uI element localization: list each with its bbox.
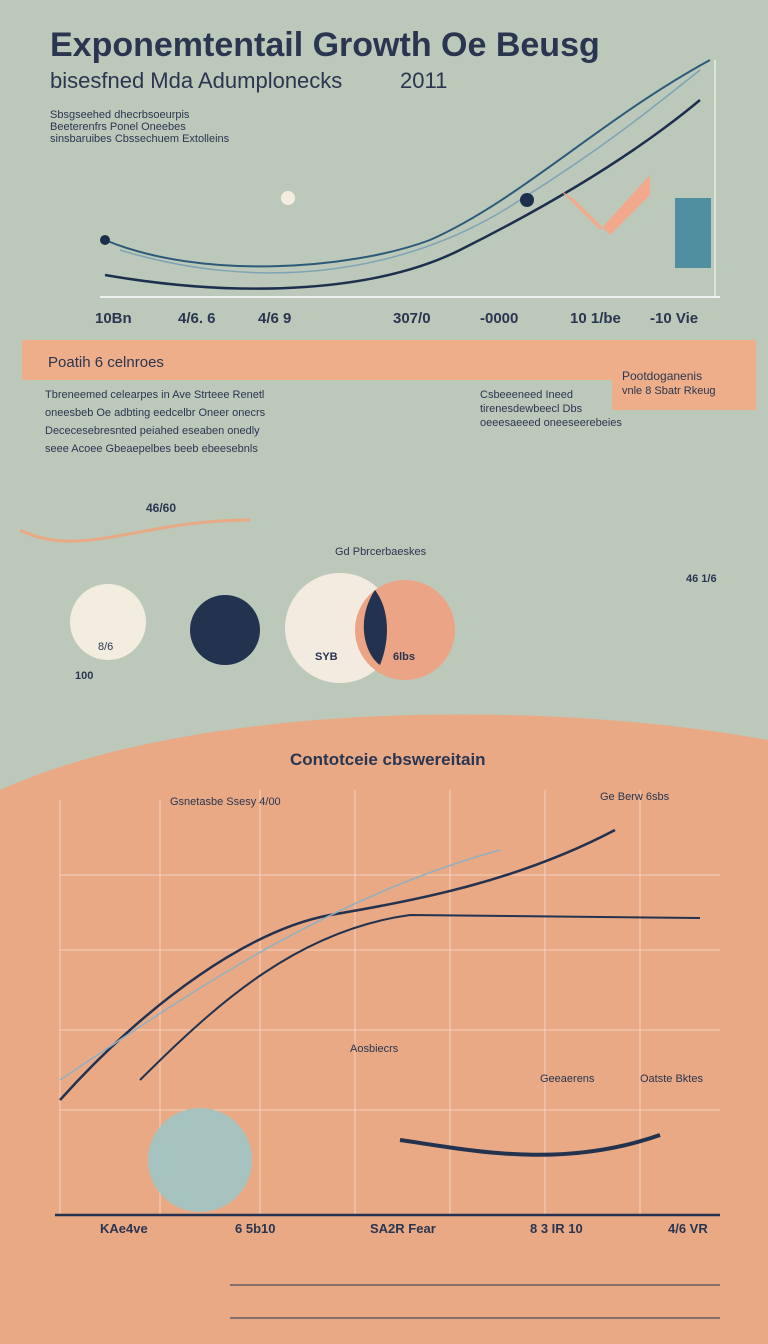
body-text: oneesbeb Oe adbting eedcelbr Oneer onecr… xyxy=(45,407,266,419)
note: Aosbiecrs xyxy=(350,1043,399,1055)
x-label: 4/6 9 xyxy=(258,310,291,327)
pie-value: 100 xyxy=(75,670,93,682)
x-label: 4/6. 6 xyxy=(178,310,216,327)
pie-value: 6lbs xyxy=(393,651,415,663)
note: Ge Berw 6sbs xyxy=(600,791,670,803)
trend-line xyxy=(104,99,701,290)
bottom-background xyxy=(0,714,768,1344)
body-text: tirenesdewbeecl Dbs xyxy=(480,403,583,415)
trend-line xyxy=(139,913,701,1081)
trend-line xyxy=(399,1133,661,1157)
x-label: 10Bn xyxy=(95,310,132,327)
note: Gsnetasbe Ssesy 4/00 xyxy=(170,796,281,808)
trend-line xyxy=(119,69,701,274)
section-title: Contotceie cbswereitain xyxy=(290,750,486,769)
note: Sbsgseehed dhecrbsoeurpis xyxy=(50,109,190,121)
body-text: oeeesaeeed oneeseerebeies xyxy=(480,417,622,429)
circle xyxy=(190,595,260,665)
value-label: 46/60 xyxy=(146,501,176,515)
shape xyxy=(560,175,650,235)
value-label: 46 1/6 xyxy=(686,573,717,585)
dot xyxy=(520,193,534,207)
x-label: -0000 xyxy=(480,310,518,327)
banner-title: Poatih 6 celnroes xyxy=(48,354,164,371)
x-label: -10 Vie xyxy=(650,310,698,327)
note: sinsbaruibes Cbssechuem Extolleins xyxy=(50,133,230,145)
x-label: 307/0 xyxy=(393,310,431,327)
body-text: Dececesebresnted peiahed eseaben onedly xyxy=(45,425,260,437)
subtitle: bisesfned Mda Adumplonecks xyxy=(50,68,342,93)
note: Oatste Bktes xyxy=(640,1073,703,1085)
note: Geeaerens xyxy=(540,1073,595,1085)
trend-line xyxy=(59,849,501,1081)
year: 2011 xyxy=(400,68,447,93)
banner-right-title: Pootdoganenis xyxy=(622,369,702,383)
body-text: Tbreneemed celearpes in Ave Strteee Rene… xyxy=(45,389,264,401)
shape xyxy=(675,198,711,268)
x-label: 10 1/be xyxy=(570,310,621,327)
pie-value: 8/6 xyxy=(98,641,113,653)
curve xyxy=(19,518,251,543)
note: Beeterenfrs Ponel Oneebes xyxy=(50,121,186,133)
pie-value: SYB xyxy=(315,651,338,663)
shape xyxy=(363,590,387,665)
x-label: 6 5b10 xyxy=(235,1221,275,1236)
circle xyxy=(148,1108,252,1212)
trend-line xyxy=(104,59,711,268)
x-label: SA2R Fear xyxy=(370,1221,436,1236)
body-text: seee Acoee Gbeaepelbes beeb ebeesebnls xyxy=(45,443,258,455)
x-label: KAe4ve xyxy=(100,1221,148,1236)
circle xyxy=(70,584,146,660)
banner-right-sub: vnle 8 Sbatr Rkeug xyxy=(622,385,716,397)
banner-box xyxy=(612,360,756,410)
x-label: 4/6 VR xyxy=(668,1221,708,1236)
pie-label: Gd Pbrcerbaeskes xyxy=(335,546,427,558)
x-labels: 10Bn 4/6. 6 4/6 9 307/0 -0000 10 1/be -1… xyxy=(95,310,698,327)
title: Exponemtentail Growth Oe Beusg xyxy=(50,26,600,64)
dot xyxy=(100,235,110,245)
dot xyxy=(281,191,295,205)
grid xyxy=(59,790,720,1215)
x-label: 8 3 IR 10 xyxy=(530,1221,583,1236)
body-text: Csbeeeneed Ineed xyxy=(480,389,573,401)
